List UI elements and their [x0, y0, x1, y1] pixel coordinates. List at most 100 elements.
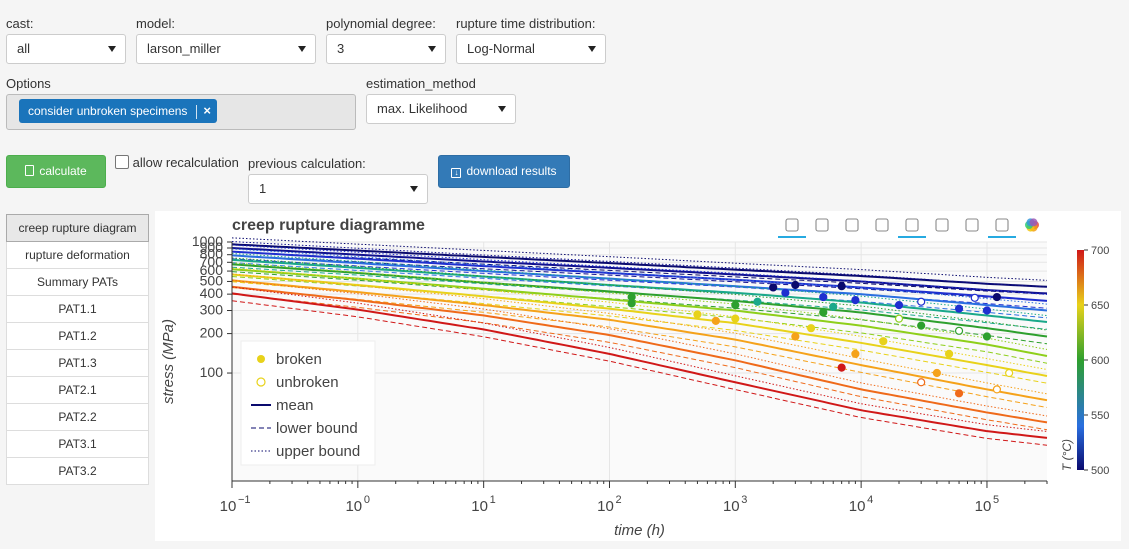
pan-icon[interactable]	[778, 218, 806, 238]
icon-glyph	[905, 218, 919, 232]
icon-glyph	[965, 218, 979, 232]
legend-label: upper bound	[276, 443, 360, 460]
chip-separator	[196, 104, 198, 119]
colorbar-tick-label: 600	[1091, 355, 1109, 367]
upper-bound-line	[231, 267, 1048, 370]
distribution-value: Log-Normal	[467, 41, 535, 56]
reset-icon[interactable]	[935, 218, 949, 232]
broken-point	[851, 296, 860, 305]
broken-point	[917, 321, 926, 330]
broken-point	[781, 288, 790, 297]
x-tick-exponent: −1	[238, 494, 251, 506]
legend-label: unbroken	[276, 374, 339, 391]
x-tick-label: 10	[471, 498, 488, 515]
tap-icon[interactable]	[898, 218, 926, 238]
tab-creep-rupture-diagram[interactable]: creep rupture diagram	[6, 214, 149, 242]
previous-label: previous calculation:	[248, 156, 366, 171]
curves	[231, 237, 1048, 446]
tab-rupture-deformation[interactable]: rupture deformation	[6, 242, 149, 269]
download-label: download results	[466, 164, 557, 178]
estimation-select[interactable]: max. Likelihood	[366, 94, 516, 124]
calculator-icon	[25, 165, 35, 176]
allow-recalculation[interactable]: allow recalculation	[115, 155, 239, 170]
broken-point	[791, 332, 800, 341]
model-label: model:	[136, 16, 176, 31]
y-tick-label: 1000	[192, 233, 223, 249]
tab-summary-pats[interactable]: Summary PATs	[6, 269, 149, 296]
download-results-button[interactable]: ↓ download results	[438, 155, 570, 188]
chevron-down-icon	[588, 46, 596, 52]
option-chip-label: consider unbroken specimens	[28, 104, 188, 118]
mean-line	[231, 258, 1048, 323]
save-icon[interactable]	[965, 218, 979, 232]
unbroken-point	[917, 297, 926, 306]
allow-recalculation-checkbox[interactable]	[115, 155, 129, 169]
broken-point	[769, 283, 778, 292]
x-tick-label: 10	[975, 498, 992, 515]
tab-pat3-1[interactable]: PAT3.1	[6, 431, 149, 458]
calculate-button[interactable]: calculate	[6, 155, 106, 188]
box-zoom-icon[interactable]	[815, 218, 829, 232]
broken-point	[693, 310, 702, 319]
unbroken-point	[917, 378, 926, 387]
x-tick-exponent: 4	[867, 494, 873, 506]
tab-pat1-2[interactable]: PAT1.2	[6, 323, 149, 350]
unbroken-point	[1005, 368, 1014, 378]
box-select-icon[interactable]	[845, 218, 859, 232]
legend-broken-marker	[257, 355, 265, 363]
logo-petal	[1029, 218, 1038, 227]
broken-point	[829, 302, 838, 311]
legend-unbroken-marker	[256, 377, 266, 387]
creep-rupture-plot: creep rupture diagramme 1000 900 800 700 600…	[155, 211, 1121, 541]
mean-line	[231, 285, 1048, 424]
hover-icon[interactable]	[988, 218, 1016, 238]
plot-svg: creep rupture diagramme 1000900800700600…	[160, 217, 1109, 539]
broken-point	[992, 292, 1002, 302]
option-chip[interactable]: consider unbroken specimens ×	[19, 99, 218, 123]
chevron-down-icon	[498, 106, 506, 112]
legend-label: broken	[276, 351, 322, 368]
model-value: larson_miller	[147, 41, 221, 56]
bokeh-logo-icon[interactable]	[1025, 218, 1039, 232]
chevron-down-icon	[410, 186, 418, 192]
colorbar-gradient	[1077, 250, 1084, 470]
broken-point	[879, 337, 888, 346]
colorbar-tick-label: 550	[1091, 410, 1109, 422]
lower-bound-line	[231, 251, 1048, 295]
estimation-label: estimation_method	[366, 76, 476, 91]
y-tick-label: 400	[200, 285, 224, 301]
tab-pat3-2[interactable]: PAT3.2	[6, 458, 149, 485]
options-multiselect[interactable]: consider unbroken specimens ×	[6, 94, 356, 130]
x-tick-exponent: 5	[993, 494, 999, 506]
cast-select[interactable]: all	[6, 34, 126, 64]
x-tick-exponent: 0	[364, 494, 370, 506]
data-points	[627, 280, 1014, 398]
colorbar-tick-label: 700	[1091, 245, 1109, 257]
upper-bound-line	[231, 244, 1048, 295]
broken-point	[932, 368, 941, 378]
mean-line	[231, 250, 1048, 302]
broken-point	[731, 314, 740, 323]
colorbar-tick-label: 650	[1091, 300, 1109, 312]
tab-pat1-1[interactable]: PAT1.1	[6, 296, 149, 323]
distribution-select[interactable]: Log-Normal	[456, 34, 606, 64]
legend-label: lower bound	[276, 420, 358, 437]
icon-glyph	[815, 218, 829, 232]
previous-select[interactable]: 1	[248, 174, 428, 204]
close-icon[interactable]: ×	[203, 103, 212, 118]
model-select[interactable]: larson_miller	[136, 34, 316, 64]
tab-pat2-2[interactable]: PAT2.2	[6, 404, 149, 431]
degree-select[interactable]: 3	[326, 34, 446, 64]
plot-toolbar	[778, 218, 1039, 238]
y-tick-label: 500	[200, 272, 224, 288]
lasso-icon[interactable]	[875, 218, 889, 232]
unbroken-point	[992, 385, 1002, 394]
broken-point	[894, 300, 904, 310]
unbroken-point	[894, 314, 904, 323]
tab-pat2-1[interactable]: PAT2.1	[6, 377, 149, 404]
x-tick-exponent: 1	[490, 494, 496, 506]
upper-bound-line	[231, 273, 1048, 395]
tab-pat1-3[interactable]: PAT1.3	[6, 350, 149, 377]
broken-point	[982, 306, 992, 315]
